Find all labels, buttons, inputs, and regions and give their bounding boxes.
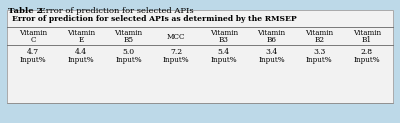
Text: 3.4: 3.4 bbox=[265, 48, 278, 56]
Text: C: C bbox=[30, 37, 36, 45]
Text: Vitamin: Vitamin bbox=[305, 29, 333, 37]
Text: 7.2: 7.2 bbox=[170, 48, 182, 56]
Text: MCC: MCC bbox=[167, 33, 186, 41]
Text: Input%: Input% bbox=[353, 56, 380, 64]
Text: B6: B6 bbox=[266, 37, 276, 45]
Text: 4.4: 4.4 bbox=[75, 48, 87, 56]
Text: 2.8: 2.8 bbox=[361, 48, 373, 56]
Text: Input%: Input% bbox=[306, 56, 332, 64]
Text: 4.7: 4.7 bbox=[27, 48, 39, 56]
Text: B1: B1 bbox=[362, 37, 372, 45]
Text: Table 2: Table 2 bbox=[8, 7, 42, 15]
Text: Vitamin: Vitamin bbox=[114, 29, 143, 37]
Text: B5: B5 bbox=[124, 37, 134, 45]
Text: Input%: Input% bbox=[115, 56, 142, 64]
Text: Input%: Input% bbox=[20, 56, 47, 64]
Text: Vitamin: Vitamin bbox=[67, 29, 95, 37]
Text: Error of prediction for selected APIs: Error of prediction for selected APIs bbox=[37, 7, 194, 15]
Text: Vitamin: Vitamin bbox=[353, 29, 381, 37]
Text: Input%: Input% bbox=[210, 56, 237, 64]
Text: E: E bbox=[78, 37, 84, 45]
Text: Table 2 Error of prediction for selected APIs: Table 2 Error of prediction for selected… bbox=[8, 7, 195, 15]
Bar bbox=[7, 10, 393, 103]
Text: B3: B3 bbox=[219, 37, 229, 45]
Text: 5.4: 5.4 bbox=[218, 48, 230, 56]
Text: 5.0: 5.0 bbox=[122, 48, 135, 56]
Text: B2: B2 bbox=[314, 37, 324, 45]
Text: Vitamin: Vitamin bbox=[257, 29, 286, 37]
Text: 3.3: 3.3 bbox=[313, 48, 325, 56]
Text: Vitamin: Vitamin bbox=[210, 29, 238, 37]
Text: Error of prediction for selected APIs as determined by the RMSEP: Error of prediction for selected APIs as… bbox=[12, 15, 297, 23]
Text: Input%: Input% bbox=[258, 56, 285, 64]
Text: Input%: Input% bbox=[68, 56, 94, 64]
Text: Vitamin: Vitamin bbox=[19, 29, 47, 37]
Text: Input%: Input% bbox=[163, 56, 190, 64]
